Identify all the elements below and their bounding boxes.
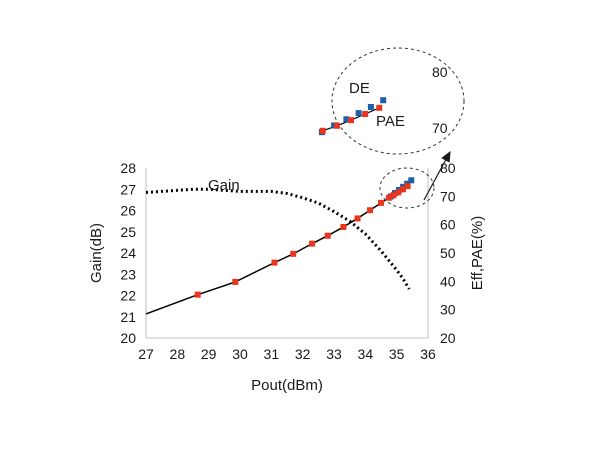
pae-annotation: PAE [376, 113, 405, 130]
inset-pae-point [362, 111, 369, 117]
pae-point [194, 291, 201, 298]
x-tick-label: 29 [201, 346, 217, 362]
left-tick-label: 22 [120, 288, 136, 304]
de-annotation: DE [349, 80, 370, 97]
left-tick-label: 23 [120, 266, 136, 282]
pae-point [390, 192, 397, 199]
x-tick-label: 28 [170, 346, 186, 362]
inset-de-point [355, 110, 362, 117]
right-tick-label: 20 [440, 330, 456, 346]
inset-tick-label: 70 [432, 120, 448, 136]
pae-point [404, 183, 411, 190]
left-tick-label: 26 [120, 203, 136, 219]
x-tick-label: 31 [264, 346, 280, 362]
left-axis-label: Gain(dB) [88, 223, 105, 283]
x-tick-label: 36 [420, 346, 436, 362]
left-tick-label: 28 [120, 160, 136, 176]
inset-tick-label: 80 [432, 64, 448, 80]
zoom-circle-small [379, 167, 435, 209]
inset-series [318, 97, 387, 136]
pae-point [354, 215, 361, 222]
left-tick-label: 24 [120, 245, 136, 261]
x-tick-label: 35 [389, 346, 405, 362]
pae-point [378, 199, 384, 206]
inset-pae-point [376, 104, 383, 111]
x-tick-label: 34 [358, 346, 374, 362]
right-axis-label: Eff,PAE(%) [469, 216, 486, 290]
zoom-circle-large [331, 47, 465, 155]
x-axis-label: Pout(dBm) [251, 377, 323, 394]
left-tick-label: 20 [120, 330, 136, 346]
gain-series-line [145, 187, 411, 290]
gain-annotation: Gain [208, 177, 240, 194]
right-tick-label: 50 [440, 245, 456, 261]
left-tick-label: 21 [120, 309, 136, 325]
right-tick-label: 70 [440, 188, 456, 204]
zoom-arrow [423, 150, 451, 201]
inset-pae-point [319, 127, 326, 134]
pae-point [324, 232, 331, 239]
pae-point [385, 194, 392, 201]
pae-point [309, 240, 316, 247]
de-point [408, 177, 415, 184]
right-tick-label: 40 [440, 273, 456, 289]
inset-de-point [343, 116, 350, 123]
x-tick-label: 30 [232, 346, 248, 362]
pae-point [232, 278, 239, 285]
inset-pae-point [348, 117, 354, 124]
pae-point [290, 250, 297, 257]
pae-point [340, 223, 347, 230]
right-tick-labels: 20 30 40 50 60 70 80 [440, 160, 456, 346]
left-tick-label: 25 [120, 224, 136, 240]
inset-pae-point [333, 122, 340, 129]
axes [145, 168, 429, 339]
x-tick-labels: 27 28 29 30 31 32 33 34 35 36 [138, 346, 436, 362]
x-tick-label: 33 [326, 346, 342, 362]
inset-de-point [367, 103, 374, 110]
right-tick-label: 80 [440, 160, 456, 176]
pae-series-line [145, 185, 409, 315]
pae-point [399, 186, 406, 193]
right-tick-label: 60 [440, 217, 456, 233]
x-tick-label: 32 [295, 346, 311, 362]
x-tick-label: 27 [138, 346, 154, 362]
series-layer [145, 177, 415, 315]
inset-de-point [380, 97, 387, 104]
pae-point [395, 189, 402, 196]
left-tick-label: 27 [120, 181, 136, 197]
pae-point [367, 207, 374, 214]
right-tick-label: 30 [440, 302, 456, 318]
pae-point [271, 259, 278, 266]
left-tick-labels: 20 21 22 23 24 25 26 27 28 [120, 160, 136, 346]
inset-tick-labels: 70 80 [432, 64, 448, 136]
